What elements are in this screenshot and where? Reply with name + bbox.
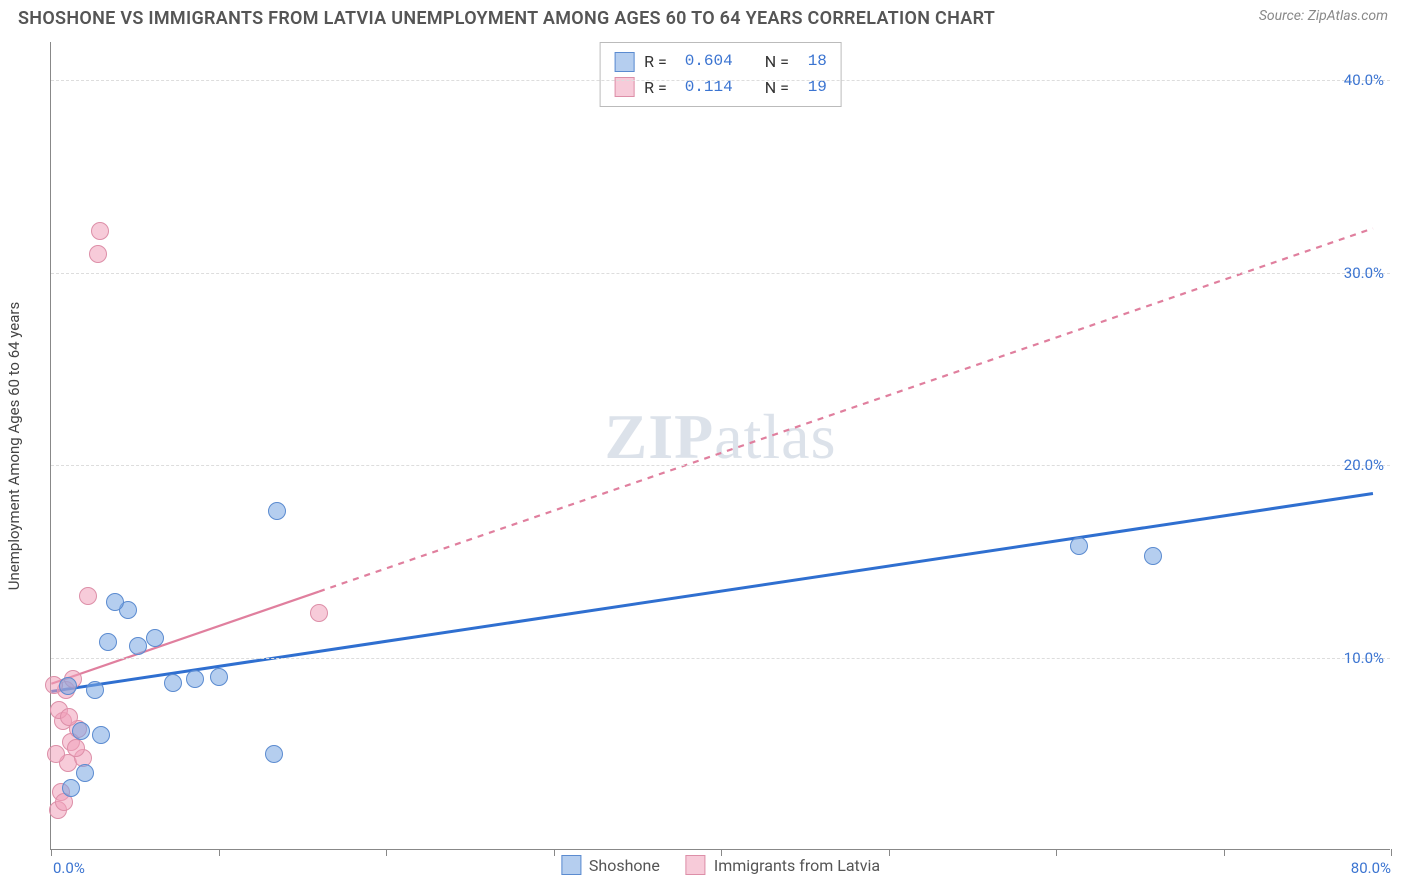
- data-point: [67, 739, 85, 757]
- y-tick-label: 10.0%: [1344, 649, 1384, 667]
- gridline: [51, 658, 1390, 659]
- x-tick-label: 0.0%: [53, 859, 85, 877]
- x-tick-label: 80.0%: [1351, 859, 1391, 877]
- data-point: [86, 681, 104, 699]
- data-point: [310, 604, 328, 622]
- data-point: [1070, 537, 1088, 555]
- legend-swatch: [561, 855, 581, 875]
- data-point: [106, 593, 124, 611]
- gridline: [51, 80, 1390, 81]
- source-attribution: Source: ZipAtlas.com: [1259, 8, 1388, 24]
- stats-row: R =0.114N =19: [614, 75, 827, 101]
- data-point: [146, 629, 164, 647]
- data-point: [265, 745, 283, 763]
- data-point: [79, 587, 97, 605]
- data-point: [92, 726, 110, 744]
- legend-item: Shoshone: [561, 855, 660, 875]
- data-point: [91, 222, 109, 240]
- x-tick: [1056, 849, 1057, 856]
- chart-title: SHOSHONE VS IMMIGRANTS FROM LATVIA UNEMP…: [18, 8, 995, 29]
- header: SHOSHONE VS IMMIGRANTS FROM LATVIA UNEMP…: [0, 0, 1406, 29]
- data-point: [268, 502, 286, 520]
- x-tick: [721, 849, 722, 856]
- legend-swatch: [686, 855, 706, 875]
- y-tick-label: 40.0%: [1344, 71, 1384, 89]
- data-point: [164, 674, 182, 692]
- stats-row: R =0.604N =18: [614, 49, 827, 75]
- y-tick-label: 30.0%: [1344, 264, 1384, 282]
- data-point: [89, 245, 107, 263]
- data-point: [47, 745, 65, 763]
- x-tick: [386, 849, 387, 856]
- stats-legend: R =0.604N =18R =0.114N =19: [599, 42, 842, 107]
- y-axis-label: Unemployment Among Ages 60 to 64 years: [5, 302, 23, 590]
- data-point: [129, 637, 147, 655]
- data-point: [62, 779, 80, 797]
- x-tick: [51, 849, 52, 856]
- legend-item: Immigrants from Latvia: [686, 855, 880, 875]
- bottom-legend: Shoshone Immigrants from Latvia: [561, 855, 880, 875]
- trend-lines: [51, 42, 1390, 849]
- legend-label: Immigrants from Latvia: [714, 856, 880, 875]
- x-tick: [1391, 849, 1392, 856]
- legend-swatch: [614, 52, 634, 72]
- plot-area: ZIPatlas R =0.604N =18R =0.114N =19 Shos…: [50, 42, 1390, 850]
- data-point: [72, 722, 90, 740]
- watermark: ZIPatlas: [605, 400, 837, 474]
- data-point: [59, 677, 77, 695]
- legend-label: Shoshone: [589, 856, 660, 875]
- gridline: [51, 273, 1390, 274]
- data-point: [76, 764, 94, 782]
- x-tick: [554, 849, 555, 856]
- gridline: [51, 465, 1390, 466]
- data-point: [186, 670, 204, 688]
- data-point: [210, 668, 228, 686]
- y-tick-label: 20.0%: [1344, 456, 1384, 474]
- x-tick: [219, 849, 220, 856]
- x-tick: [1224, 849, 1225, 856]
- data-point: [99, 633, 117, 651]
- data-point: [1144, 547, 1162, 565]
- x-tick: [889, 849, 890, 856]
